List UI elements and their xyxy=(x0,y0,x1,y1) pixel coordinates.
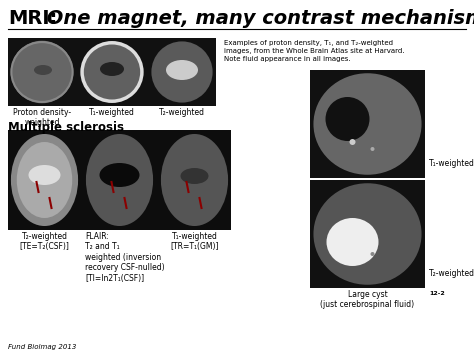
Ellipse shape xyxy=(100,62,124,76)
Text: T₁-weighted: T₁-weighted xyxy=(89,108,135,117)
Ellipse shape xyxy=(11,41,73,103)
Text: Examples of proton density, T₁, and T₂-weighted
images, from the Whole Brain Atl: Examples of proton density, T₁, and T₂-w… xyxy=(224,40,404,61)
Text: T₁-weighted
[TR=T₁(GM)]: T₁-weighted [TR=T₁(GM)] xyxy=(170,232,219,251)
Text: 12-2: 12-2 xyxy=(429,291,445,296)
Bar xyxy=(310,180,425,288)
Circle shape xyxy=(326,97,370,141)
Circle shape xyxy=(349,139,356,145)
Ellipse shape xyxy=(327,218,379,266)
Text: FLAIR:
T₂ and T₁
weighted (inversion
recovery CSF-nulled)
[TI=ln2T₁(CSF)]: FLAIR: T₂ and T₁ weighted (inversion rec… xyxy=(85,232,164,283)
Text: T₂-weighted
[TE=T₂(CSF)]: T₂-weighted [TE=T₂(CSF)] xyxy=(19,232,69,251)
Text: One magnet, many contrast mechanisms: One magnet, many contrast mechanisms xyxy=(40,9,474,27)
Circle shape xyxy=(371,147,374,151)
Ellipse shape xyxy=(181,168,209,184)
Bar xyxy=(8,130,231,230)
Text: Proton density-
weighted: Proton density- weighted xyxy=(13,108,71,127)
Bar xyxy=(310,70,425,178)
Text: T₁-weighted: T₁-weighted xyxy=(429,158,474,168)
Text: Fund Biolmag 2013: Fund Biolmag 2013 xyxy=(8,344,76,350)
Circle shape xyxy=(371,252,374,256)
Ellipse shape xyxy=(313,73,421,175)
Ellipse shape xyxy=(28,165,61,185)
Ellipse shape xyxy=(17,142,72,218)
Ellipse shape xyxy=(82,42,142,102)
Ellipse shape xyxy=(161,134,228,226)
Ellipse shape xyxy=(313,183,421,285)
Ellipse shape xyxy=(34,65,52,75)
Text: Multiple sclerosis: Multiple sclerosis xyxy=(8,121,124,134)
Text: MRI:: MRI: xyxy=(8,9,57,27)
Text: Large cyst
(just cerebrospinal fluid): Large cyst (just cerebrospinal fluid) xyxy=(320,290,415,310)
Ellipse shape xyxy=(100,163,139,187)
Text: T₂-weighted: T₂-weighted xyxy=(429,268,474,278)
Ellipse shape xyxy=(166,60,198,80)
Ellipse shape xyxy=(151,42,213,103)
Ellipse shape xyxy=(86,134,153,226)
Bar xyxy=(8,38,216,106)
Ellipse shape xyxy=(11,134,78,226)
Text: T₂-weighted: T₂-weighted xyxy=(159,108,205,117)
